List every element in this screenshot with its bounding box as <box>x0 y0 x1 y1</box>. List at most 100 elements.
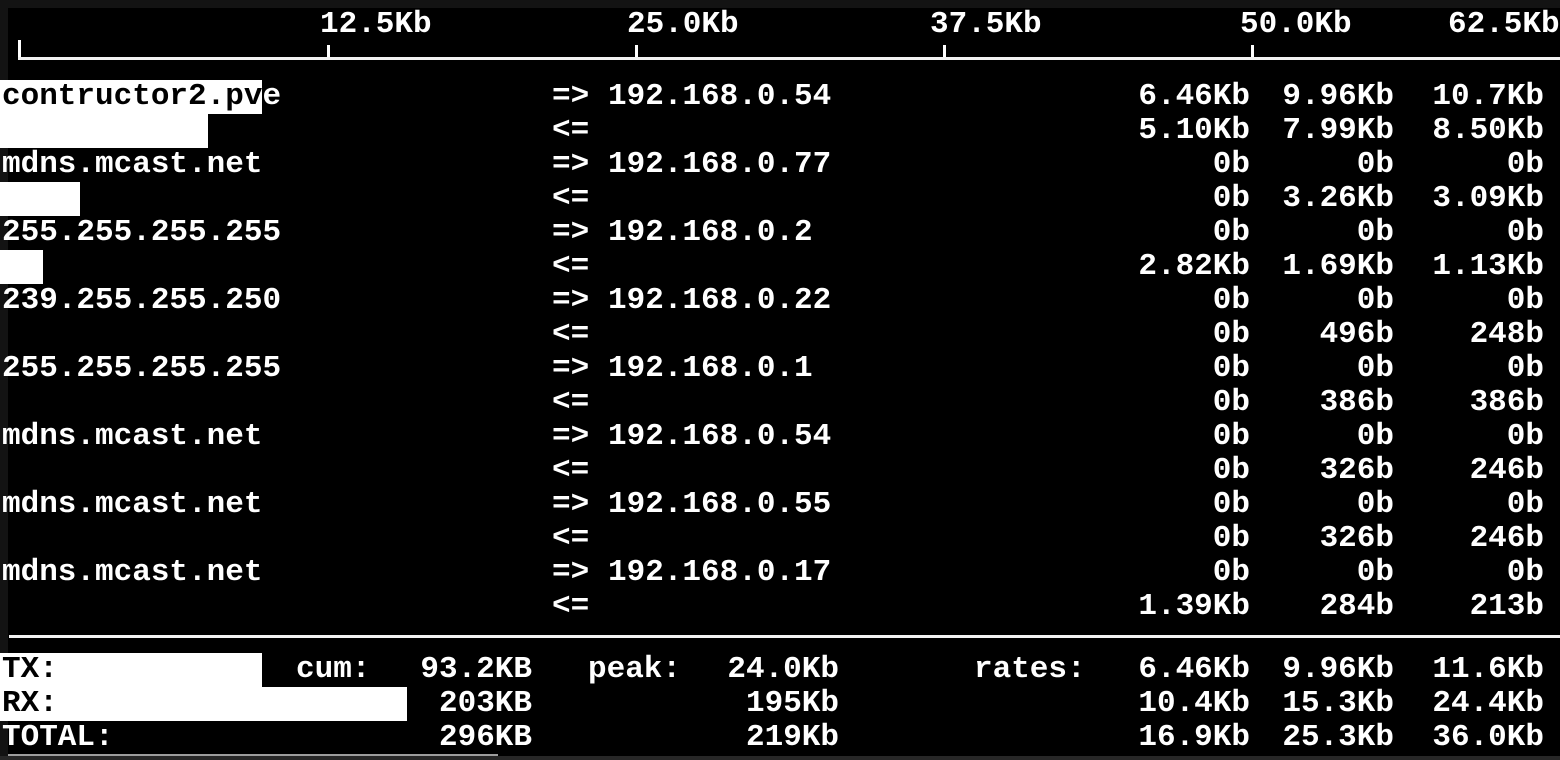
rate-40s: 24.4Kb <box>1432 686 1544 721</box>
rate-2s: 0b <box>1212 147 1250 182</box>
traffic-bar <box>0 80 262 114</box>
scale-tick <box>635 45 638 57</box>
direction-arrow: <= <box>552 181 590 216</box>
source-host-inverted: contructor2.pv <box>2 79 263 114</box>
rate-10s: 0b <box>1356 215 1394 250</box>
rate-10s: 1.69Kb <box>1282 249 1394 284</box>
source-host: mdns.mcast.net <box>2 555 263 590</box>
direction-arrow: => <box>552 419 590 454</box>
summary-label: TOTAL: <box>2 720 114 755</box>
summary-label: RX: <box>2 686 58 721</box>
source-host: contructor2.pve <box>2 80 281 114</box>
rate-40s: 0b <box>1506 555 1544 590</box>
scale-label: 37.5Kb <box>930 7 1042 42</box>
rate-10s: 0b <box>1356 283 1394 318</box>
rate-40s: 213b <box>1469 589 1544 624</box>
peak-value: 219Kb <box>745 720 839 755</box>
rate-2s: 6.46Kb <box>1138 652 1250 687</box>
direction-arrow: <= <box>552 589 590 624</box>
rates-column-header: rates: <box>974 652 1086 687</box>
rate-10s: 0b <box>1356 419 1394 454</box>
scale-label: 25.0Kb <box>627 7 739 42</box>
direction-arrow: => <box>552 283 590 318</box>
rate-2s: 0b <box>1212 385 1250 420</box>
direction-arrow: <= <box>552 113 590 148</box>
rate-2s: 10.4Kb <box>1138 686 1250 721</box>
rate-10s: 0b <box>1356 147 1394 182</box>
window-edge-left <box>0 0 8 760</box>
traffic-bar <box>0 250 43 284</box>
connection-tx-line: 255.255.255.255 192.168.0.1 => 0b 0b 0b <box>0 352 1560 386</box>
window-edge-bottom-highlight <box>8 754 498 756</box>
window-edge-top <box>0 0 1560 8</box>
rate-10s: 3.26Kb <box>1282 181 1394 216</box>
rate-40s: 386b <box>1469 385 1544 420</box>
direction-arrow: <= <box>552 453 590 488</box>
remote-host: 192.168.0.55 <box>608 487 832 522</box>
direction-arrow: => <box>552 351 590 386</box>
rate-40s: 0b <box>1506 215 1544 250</box>
direction-arrow: => <box>552 555 590 590</box>
rate-10s: 326b <box>1319 453 1394 488</box>
traffic-bar <box>0 182 80 216</box>
connection-tx-line: 239.255.255.250 192.168.0.22 => 0b 0b 0b <box>0 284 1560 318</box>
peak-value: 24.0Kb <box>727 652 839 687</box>
rate-2s: 0b <box>1212 181 1250 216</box>
rate-40s: 0b <box>1506 147 1544 182</box>
rate-40s: 246b <box>1469 521 1544 556</box>
rate-2s: 0b <box>1212 215 1250 250</box>
connection-tx-line: contructor2.pve 192.168.0.54 => 6.46Kb 9.96K… <box>0 80 1560 114</box>
rate-10s: 25.3Kb <box>1282 720 1394 755</box>
connection-rx-line: <= 2.82Kb 1.69Kb 1.13Kb <box>0 250 1560 284</box>
direction-arrow: <= <box>552 317 590 352</box>
rate-10s: 496b <box>1319 317 1394 352</box>
rate-2s: 5.10Kb <box>1138 113 1250 148</box>
connection-tx-line: 255.255.255.255 192.168.0.2 => 0b 0b 0b <box>0 216 1560 250</box>
direction-arrow: => <box>552 147 590 182</box>
direction-arrow: => <box>552 487 590 522</box>
remote-host: 192.168.0.54 <box>608 79 832 114</box>
summary-row-total: TOTAL: 296KB 219Kb 16.9Kb 25.3Kb 36.0Kb <box>0 721 1560 755</box>
rate-40s: 246b <box>1469 453 1544 488</box>
rate-10s: 15.3Kb <box>1282 686 1394 721</box>
scale-tick <box>327 45 330 57</box>
rate-10s: 0b <box>1356 487 1394 522</box>
rate-40s: 0b <box>1506 283 1544 318</box>
rate-40s: 248b <box>1469 317 1544 352</box>
scale-label: 12.5Kb <box>320 7 432 42</box>
direction-arrow: <= <box>552 385 590 420</box>
rate-40s: 0b <box>1506 487 1544 522</box>
scale-label: 50.0Kb <box>1240 7 1352 42</box>
cum-column-header: cum: <box>296 652 371 687</box>
summary-label: TX: <box>2 652 58 687</box>
rate-10s: 7.99Kb <box>1282 113 1394 148</box>
connection-rx-line: <= 5.10Kb 7.99Kb 8.50Kb <box>0 114 1560 148</box>
cum-value: 203KB <box>438 686 532 721</box>
source-host: 239.255.255.250 <box>2 283 282 318</box>
rate-10s: 386b <box>1319 385 1394 420</box>
connection-rx-line: <= 0b 386b 386b <box>0 386 1560 420</box>
rate-40s: 8.50Kb <box>1432 113 1544 148</box>
rate-2s: 0b <box>1212 419 1250 454</box>
summary-divider-line <box>9 635 1560 638</box>
remote-host: 192.168.0.77 <box>608 147 832 182</box>
rate-2s: 0b <box>1212 453 1250 488</box>
connection-rx-line: <= 0b 3.26Kb 3.09Kb <box>0 182 1560 216</box>
rate-2s: 16.9Kb <box>1138 720 1250 755</box>
rate-40s: 10.7Kb <box>1432 79 1544 114</box>
remote-host: 192.168.0.1 <box>608 351 813 386</box>
rate-2s: 0b <box>1212 317 1250 352</box>
direction-arrow: <= <box>552 249 590 284</box>
rate-40s: 1.13Kb <box>1432 249 1544 284</box>
connection-tx-line: mdns.mcast.net 192.168.0.77 => 0b 0b 0b <box>0 148 1560 182</box>
connection-tx-line: mdns.mcast.net 192.168.0.54 => 0b 0b 0b <box>0 420 1560 454</box>
summary-row-rx: RX: 203KB 195Kb 10.4Kb 15.3Kb 24.4Kb <box>0 687 1560 721</box>
peak-value: 195Kb <box>745 686 839 721</box>
scale-tick <box>943 45 946 57</box>
scale-tick <box>18 40 21 57</box>
scale-label: 62.5Kb <box>1448 7 1560 42</box>
source-host-rest: e <box>262 79 282 114</box>
rate-10s: 9.96Kb <box>1282 79 1394 114</box>
rate-2s: 6.46Kb <box>1138 79 1250 114</box>
